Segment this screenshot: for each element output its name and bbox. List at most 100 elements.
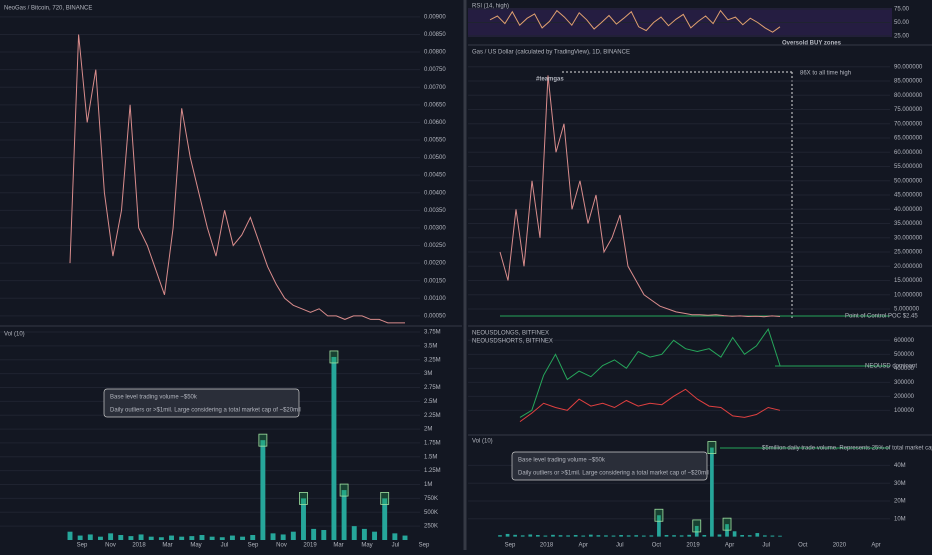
- y-tick-label: 70.000000: [894, 121, 923, 127]
- volume-bar: [67, 531, 73, 540]
- price-line: [519, 327, 781, 418]
- y-tick-label: 85.000000: [894, 79, 923, 85]
- volume-bar: [619, 535, 623, 537]
- x-tick-label: Mar: [333, 543, 343, 549]
- legend-label: NEOUSDLONGS, BITFINEX: [472, 331, 549, 337]
- x-tick-label: Jul: [392, 543, 400, 549]
- volume-bar: [763, 535, 767, 537]
- volume-bar: [672, 535, 676, 537]
- y-tick-label: 0.00700: [424, 85, 446, 91]
- annotation: $5million daily trade volume. Represents…: [762, 446, 932, 452]
- volume-bar: [321, 530, 327, 540]
- volume-bar: [596, 535, 601, 537]
- x-tick-label: May: [190, 543, 201, 549]
- x-tick-label: Apr: [725, 543, 734, 549]
- volume-bar: [301, 498, 306, 540]
- volume-bar: [382, 498, 388, 540]
- y-tick-label: 200000: [894, 394, 915, 400]
- volume-bar: [498, 535, 502, 537]
- highlight-box: [329, 350, 339, 364]
- volume-bar: [702, 535, 707, 537]
- volume-bar: [664, 535, 669, 537]
- y-tick-label: 1M: [424, 482, 432, 488]
- volume-bar: [331, 356, 337, 540]
- volume-bar: [118, 535, 124, 540]
- y-tick-label: 1.75M: [424, 441, 441, 447]
- y-tick-label: 3.75M: [424, 330, 441, 336]
- volume-bar: [528, 534, 533, 537]
- y-tick-label: 0.00450: [424, 173, 446, 179]
- price-line: [69, 34, 405, 324]
- highlight-box: [692, 519, 702, 533]
- x-tick-label: Apr: [579, 543, 588, 549]
- y-tick-label: 30M: [894, 481, 906, 487]
- volume-bar: [311, 528, 317, 540]
- y-tick-label: 75.00: [894, 7, 910, 13]
- x-tick-label: Nov: [105, 543, 116, 549]
- annotation: Base level trading volume ~$50k: [518, 458, 606, 464]
- volume-bar: [372, 531, 378, 540]
- volume-bar: [770, 535, 775, 537]
- volume-bar: [169, 535, 174, 540]
- x-tick-label: Sep: [248, 543, 259, 549]
- volume-bar: [351, 526, 357, 540]
- highlight-box: [707, 441, 717, 454]
- y-tick-label: 25.00: [894, 34, 910, 40]
- volume-bar: [740, 535, 745, 537]
- y-tick-label: 50.00: [894, 20, 910, 26]
- y-tick-label: 1.5M: [424, 454, 437, 460]
- y-tick-label: 0.00200: [424, 261, 446, 267]
- annotation: NEOUSD dominant: [865, 364, 917, 370]
- volume-bar: [588, 534, 593, 537]
- volume-bar: [189, 536, 195, 540]
- x-tick-label: Oct: [652, 543, 662, 549]
- volume-bar: [260, 440, 266, 540]
- volume-bar: [77, 535, 83, 540]
- y-tick-label: 2M: [424, 427, 432, 433]
- y-tick-label: 300000: [894, 380, 915, 386]
- volume-bar: [87, 534, 93, 540]
- y-tick-label: 400000: [894, 366, 915, 372]
- highlight-box: [339, 483, 349, 497]
- volume-bar: [641, 535, 646, 537]
- y-tick-label: 90.000000: [894, 64, 923, 70]
- volume-bar: [566, 535, 570, 537]
- y-tick-label: 80.000000: [894, 93, 923, 99]
- volume-bar: [229, 535, 235, 540]
- volume-bar: [611, 535, 616, 537]
- x-tick-label: Mar: [162, 543, 172, 549]
- volume-bar: [710, 447, 714, 537]
- volume-bar: [778, 535, 782, 537]
- volume-bar: [581, 535, 586, 537]
- y-tick-label: 0.00550: [424, 138, 446, 144]
- x-tick-label: Sep: [419, 543, 430, 549]
- y-tick-label: 0.00650: [424, 102, 446, 108]
- volume-bar: [158, 537, 164, 540]
- volume-bar: [717, 534, 722, 537]
- y-tick-label: 2.5M: [424, 399, 437, 405]
- volume-bar: [755, 533, 760, 537]
- y-tick-label: 45.000000: [894, 193, 923, 199]
- y-tick-label: 0.00350: [424, 208, 446, 214]
- x-tick-label: Sep: [77, 543, 88, 549]
- y-tick-label: 0.00800: [424, 50, 446, 56]
- volume-bar: [250, 535, 256, 540]
- y-tick-label: 0.00100: [424, 296, 446, 302]
- highlight-box: [299, 491, 308, 505]
- volume-bar: [573, 535, 578, 537]
- y-tick-label: 0.00500: [424, 155, 446, 161]
- volume-bar: [520, 535, 525, 537]
- legend-label: NEOUSDSHORTS, BITFINEX: [472, 339, 553, 345]
- y-tick-label: 3.25M: [424, 357, 441, 363]
- volume-bar: [240, 536, 246, 540]
- volume-bar: [747, 535, 752, 537]
- y-tick-label: 5.000000: [894, 307, 920, 313]
- annotation-box: [103, 388, 300, 418]
- x-tick-label: 2019: [303, 543, 317, 549]
- panel-title: Gas / US Dollar (calculated by TradingVi…: [472, 50, 630, 56]
- y-tick-label: 0.00150: [424, 278, 446, 284]
- y-tick-label: 100000: [894, 408, 915, 414]
- panel-title: Vol (10): [4, 332, 25, 338]
- y-tick-label: 20.000000: [894, 264, 923, 270]
